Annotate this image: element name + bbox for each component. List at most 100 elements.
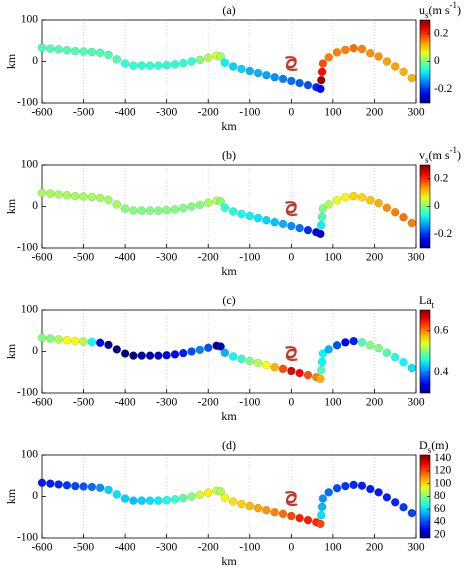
track-point — [316, 229, 325, 239]
track-point — [62, 481, 72, 490]
x-tick-label: 300 — [407, 252, 425, 264]
colorbar-label: us(m s-1) — [419, 0, 461, 20]
track-point — [382, 348, 392, 357]
track-point — [104, 50, 113, 60]
track-point — [399, 358, 408, 367]
track-point — [332, 483, 342, 493]
track-point — [62, 191, 72, 200]
track-point — [341, 338, 350, 347]
x-tick-label: -500 — [73, 107, 94, 119]
track-point — [137, 61, 146, 70]
colorbar-label-part: ) — [457, 3, 461, 17]
track-point — [237, 209, 246, 219]
y-tick-label: 0 — [32, 345, 38, 357]
x-tick-label: -300 — [156, 542, 177, 554]
track-point — [341, 45, 350, 55]
y-tick-label: 0 — [32, 490, 38, 502]
colorbar-tick-label: 140 — [434, 452, 452, 464]
track-point — [390, 498, 400, 507]
track-point — [349, 43, 358, 53]
track-point — [382, 493, 392, 502]
track-point — [154, 496, 163, 505]
x-tick-label: 0 — [288, 397, 294, 409]
y-tick-label: 0 — [32, 200, 38, 212]
track-point — [349, 480, 358, 490]
colorbar-label-part: s — [425, 10, 429, 20]
track-point — [407, 508, 417, 518]
x-tick-label: -100 — [239, 542, 260, 554]
x-tick-label: 200 — [366, 397, 384, 409]
x-tick-label: 300 — [407, 107, 425, 119]
track-point — [237, 354, 246, 364]
colorbar-tick-label: -0.2 — [434, 83, 452, 95]
track-point — [253, 68, 263, 78]
track-point — [37, 478, 47, 488]
x-tick-label: -400 — [115, 107, 136, 119]
track-point — [332, 196, 342, 205]
x-tick-label: -300 — [156, 397, 177, 409]
track-point — [37, 333, 47, 343]
panel: -600 -500 -400 -300 -200 -100 0 100 200 300 -100 0 1… — [4, 145, 461, 278]
track-point — [145, 496, 155, 505]
track-point — [303, 515, 313, 525]
track-point — [228, 497, 238, 506]
track-point — [145, 206, 155, 215]
track-point — [317, 510, 326, 520]
track-point — [195, 345, 205, 355]
track-point — [87, 337, 97, 347]
plot-area — [42, 455, 416, 538]
track-point — [318, 204, 328, 213]
x-tick-label: -100 — [239, 397, 260, 409]
colorbar-label-part: v — [419, 148, 425, 162]
x-tick-label: -500 — [73, 252, 94, 264]
plot-area — [42, 165, 416, 248]
track-point — [37, 43, 47, 53]
x-tick-label: -600 — [31, 252, 52, 264]
x-tick-label: -200 — [198, 542, 219, 554]
track-point — [162, 495, 171, 505]
track-point — [79, 337, 88, 346]
x-tick-label: -400 — [115, 397, 136, 409]
x-tick-label: 0 — [288, 252, 294, 264]
track-point — [332, 341, 342, 350]
x-tick-label: 100 — [324, 107, 342, 119]
track-point — [179, 348, 188, 358]
track-point — [216, 52, 225, 61]
colorbar-label-part: s — [425, 155, 429, 165]
track-point — [145, 351, 155, 360]
track-point — [245, 211, 255, 221]
y-tick-label: -100 — [17, 532, 38, 544]
colorbar-tick-label: 0 — [434, 200, 440, 212]
track-point — [278, 74, 288, 84]
x-tick-label: -100 — [239, 252, 260, 264]
track-point — [399, 503, 408, 512]
track-point — [120, 59, 130, 68]
panel-title: (d) — [222, 438, 236, 452]
track-point — [228, 62, 238, 71]
track-point — [70, 191, 80, 201]
track-point — [203, 488, 213, 498]
cyclone-icon — [285, 201, 298, 217]
track-point — [162, 60, 171, 70]
x-tick-label: -600 — [31, 107, 52, 119]
track-point — [104, 195, 113, 205]
track-point — [374, 198, 383, 208]
track-point — [245, 356, 255, 366]
y-tick-label: -100 — [17, 242, 38, 254]
track-point — [287, 366, 296, 376]
track-point — [95, 193, 105, 203]
track-point — [317, 67, 327, 77]
track-point — [170, 350, 180, 359]
track-point — [216, 487, 225, 496]
track-point — [46, 479, 55, 488]
x-tick-label: -600 — [31, 542, 52, 554]
x-axis-label: km — [221, 409, 237, 423]
track-point — [390, 353, 400, 362]
track-point — [332, 48, 342, 57]
x-tick-label: 100 — [324, 542, 342, 554]
track-point — [70, 336, 80, 346]
colorbar-label-part: ) — [457, 148, 461, 162]
colorbar-label-part: La — [419, 293, 432, 307]
track-point — [262, 215, 271, 225]
colorbar-tick-label: 0.4 — [434, 366, 449, 378]
